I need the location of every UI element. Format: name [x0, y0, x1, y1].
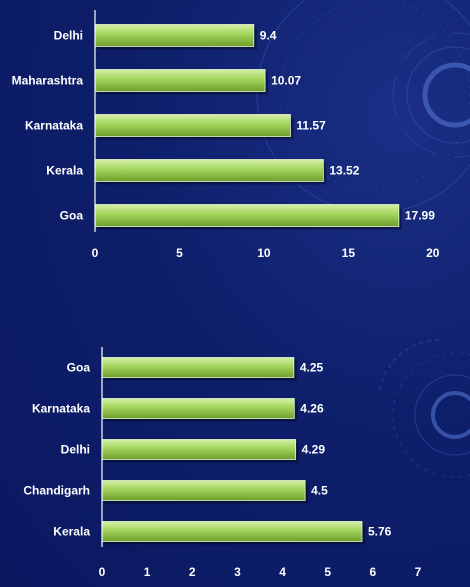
x-tick-label: 3 [234, 565, 241, 579]
x-tick-label: 0 [99, 565, 106, 579]
category-label: Delhi [54, 29, 83, 43]
x-tick-label: 5 [324, 565, 331, 579]
x-tick-label: 6 [369, 565, 376, 579]
value-label: 4.26 [300, 402, 324, 416]
value-label: 17.99 [405, 209, 435, 223]
value-label: 4.25 [300, 361, 324, 375]
category-label: Chandigarh [23, 484, 90, 498]
bar-kerala [94, 159, 324, 182]
bar-kerala [101, 521, 363, 542]
x-tick-label: 20 [426, 246, 440, 260]
bar-karnataka [101, 398, 295, 419]
value-label: 10.07 [271, 74, 301, 88]
bar-delhi [94, 24, 255, 47]
category-label: Kerala [46, 164, 83, 178]
x-tick-label: 0 [92, 246, 99, 260]
value-label: 11.57 [296, 119, 326, 133]
bar-chandigarh [101, 480, 306, 501]
value-label: 5.76 [368, 525, 392, 539]
x-tick-label: 4 [279, 565, 286, 579]
category-label: Kerala [53, 525, 90, 539]
value-label: 13.52 [329, 164, 359, 178]
category-label: Delhi [61, 443, 90, 457]
bar-goa [94, 204, 400, 227]
category-label: Karnataka [25, 119, 83, 133]
category-label: Goa [67, 361, 91, 375]
value-label: 4.5 [311, 484, 328, 498]
bar-karnataka [94, 114, 291, 137]
x-tick-label: 5 [176, 246, 183, 260]
category-label: Karnataka [32, 402, 90, 416]
x-tick-label: 1 [144, 565, 151, 579]
category-label: Maharashtra [12, 74, 84, 88]
category-label: Goa [60, 209, 84, 223]
value-label: 9.4 [260, 29, 277, 43]
bar-delhi [101, 439, 297, 460]
x-tick-label: 10 [257, 246, 271, 260]
x-tick-label: 7 [415, 565, 422, 579]
x-tick-label: 15 [342, 246, 356, 260]
bar-goa [101, 357, 295, 378]
bar-maharashtra [94, 69, 266, 92]
x-tick-label: 2 [189, 565, 196, 579]
value-label: 4.29 [302, 443, 326, 457]
